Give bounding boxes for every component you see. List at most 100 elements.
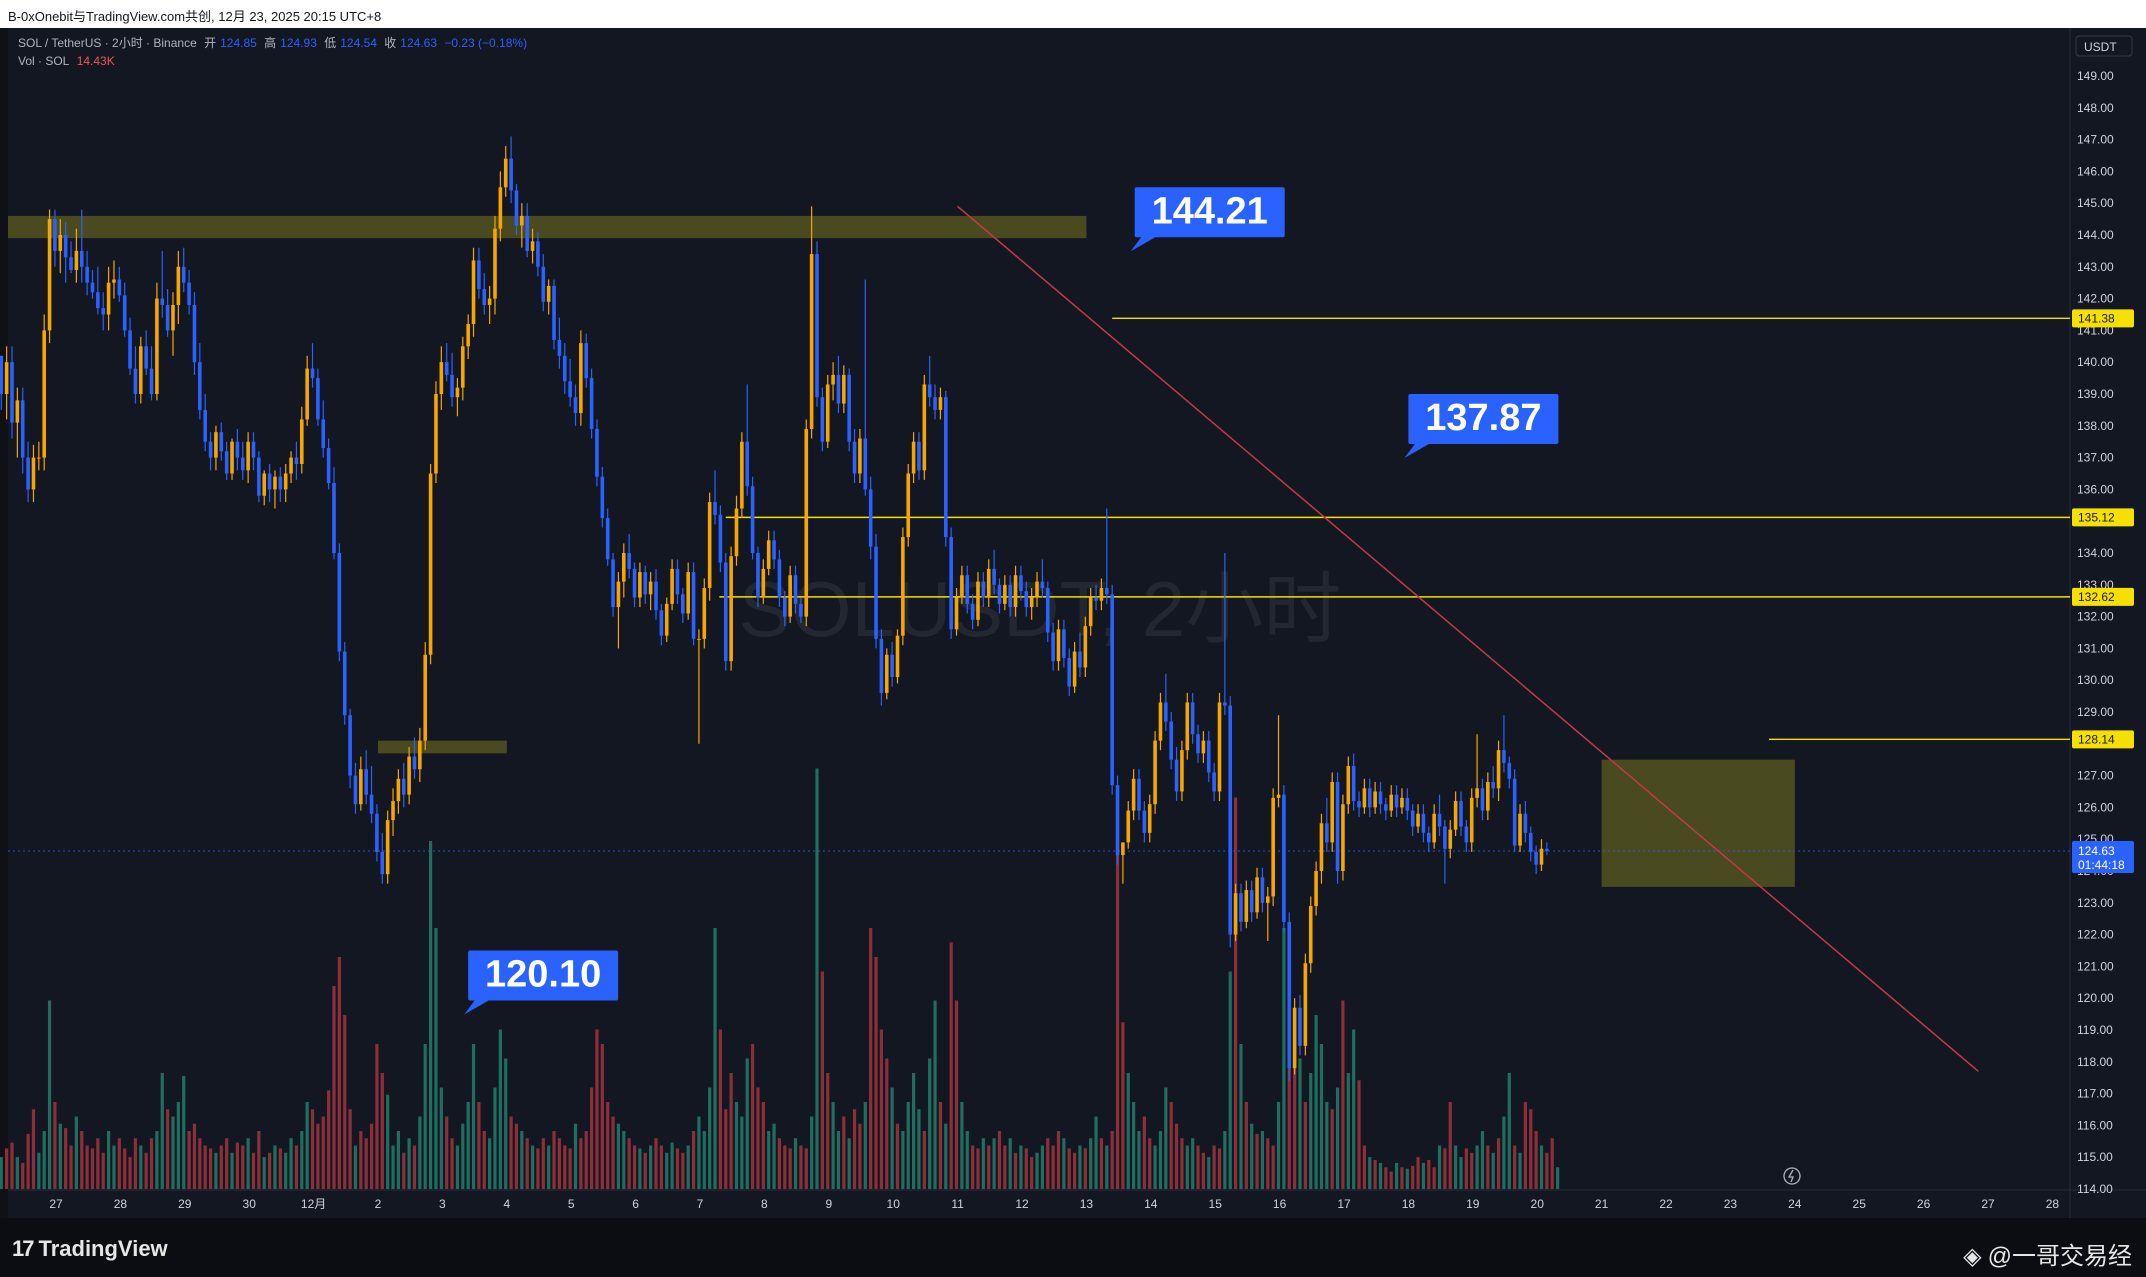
volume-bar [563,1145,567,1189]
volume-bar [600,1044,604,1189]
volume-bar [85,1145,89,1189]
volume-bar [520,1131,524,1189]
candle-body [1539,848,1544,865]
candle-body [992,568,996,585]
candle-body [584,343,589,379]
volume-bar [890,1087,894,1189]
volume-bar [852,1109,857,1189]
volume-bar [26,1133,30,1189]
time-axis[interactable]: 27 28 29 30 12月 2 3 4 5 6 7 8 9 10 11 12 13 14 15 16 17 18 19 2… [49,1197,2059,1211]
candle-body [681,594,685,614]
time-tick-label: 16 [1273,1197,1287,1211]
volume-bar [1545,1152,1549,1189]
candle-body [1067,657,1072,687]
volume-bar [42,1131,46,1189]
volume-bar [396,1131,400,1189]
volume-bar [638,1148,642,1189]
candle-body [1223,702,1227,706]
volume-bar [31,1109,36,1189]
volume-bar [799,1145,803,1189]
volume-bar [488,1138,492,1189]
replay-icon[interactable] [1783,1167,1801,1185]
candle-body [122,295,127,331]
price-tick-label: 130.00 [2077,673,2114,687]
author-name: @一哥交易经 [1987,1243,2132,1270]
volume-bar [461,1123,465,1189]
tv-logo-icon: 17 [12,1236,35,1261]
callout-label: 144.21 [1152,190,1268,232]
volume-bar [64,1128,68,1189]
candle-body [1260,877,1265,903]
volume-bar [1260,1131,1265,1189]
candle-body [729,556,733,662]
volume-bar [1207,1157,1211,1189]
candle-body [1523,813,1528,833]
candle-body [562,355,567,382]
volume-bar [471,1044,476,1189]
volume-bar [1121,1022,1125,1189]
candles-layer [0,136,1549,1081]
volume-bar [987,1145,991,1189]
candle-body [69,257,73,270]
volume-bar [1523,1102,1527,1189]
candle-body [890,654,894,678]
volume-bar [1008,1138,1012,1189]
volume-bar [1309,1073,1313,1189]
candle-body [353,775,358,805]
volume-bar [1051,1145,1055,1189]
candle-body [1147,804,1152,833]
volume-bar [1448,1102,1452,1189]
candle-body [181,266,186,283]
candle-body [815,254,819,398]
volume-bar [729,1073,733,1189]
candle-body [1469,797,1474,843]
candle-body [165,304,170,331]
volume-bar [885,1058,889,1189]
volume-bar [949,942,953,1189]
volume-bar [439,1087,443,1189]
candle-body [1024,591,1029,608]
volume-bar [128,1157,132,1189]
time-tick-label: 2 [375,1197,382,1211]
volume-bar [477,1102,481,1189]
volume-bar [869,928,873,1189]
candle-body [283,473,288,490]
level-price-tag [2072,309,2134,328]
candle-body [1110,594,1114,786]
candle-body [1217,702,1222,792]
candle-body [412,756,417,770]
volume-bar [1137,1131,1141,1189]
volume-bar [665,1152,669,1189]
volume-bar [1539,1145,1544,1189]
candle-body [1078,651,1082,668]
time-tick-label: 10 [887,1197,901,1211]
time-tick-label: 8 [761,1197,768,1211]
volume-bar [831,1102,835,1189]
price-chart[interactable]: SOLUSDT, 2小时 144.21 137.87 120.10 149.00 14… [0,28,2146,1218]
volume-bar [997,1131,1002,1189]
volume-bar [1115,841,1120,1189]
time-tick-label: 15 [1209,1197,1223,1211]
candle-body [1534,851,1538,865]
candle-body [503,158,508,188]
volume-bar [928,1058,932,1189]
time-tick-label: 19 [1466,1197,1480,1211]
volume-bar [0,1157,3,1189]
volume-bar [1019,1145,1023,1189]
volume-bar [1518,1152,1522,1189]
candle-body [332,483,336,553]
candle-body [214,432,218,458]
volume-bar [954,1000,959,1189]
volume-bar [761,1102,765,1189]
currency-box[interactable]: USDT [2075,35,2133,57]
candle-body [943,397,948,538]
candle-body [986,568,991,598]
candle-body [294,457,299,464]
volume-bar [632,1145,637,1189]
volume-bar [573,1123,578,1189]
candle-body [1421,813,1426,833]
volume-bar [606,1102,610,1189]
candle-body [557,339,562,356]
candle-body [1319,823,1324,871]
candle-body [155,298,159,394]
